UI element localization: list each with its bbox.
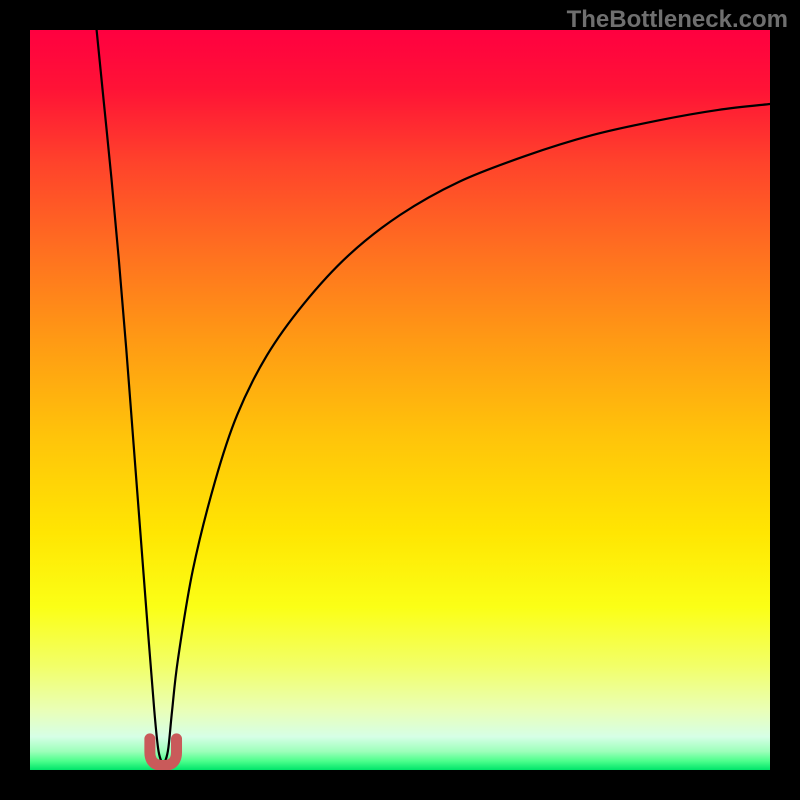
plot-area	[30, 30, 770, 770]
gradient-background	[30, 30, 770, 770]
figure-container: TheBottleneck.com	[0, 0, 800, 800]
watermark-text: TheBottleneck.com	[567, 6, 788, 34]
plot-svg	[30, 30, 770, 770]
